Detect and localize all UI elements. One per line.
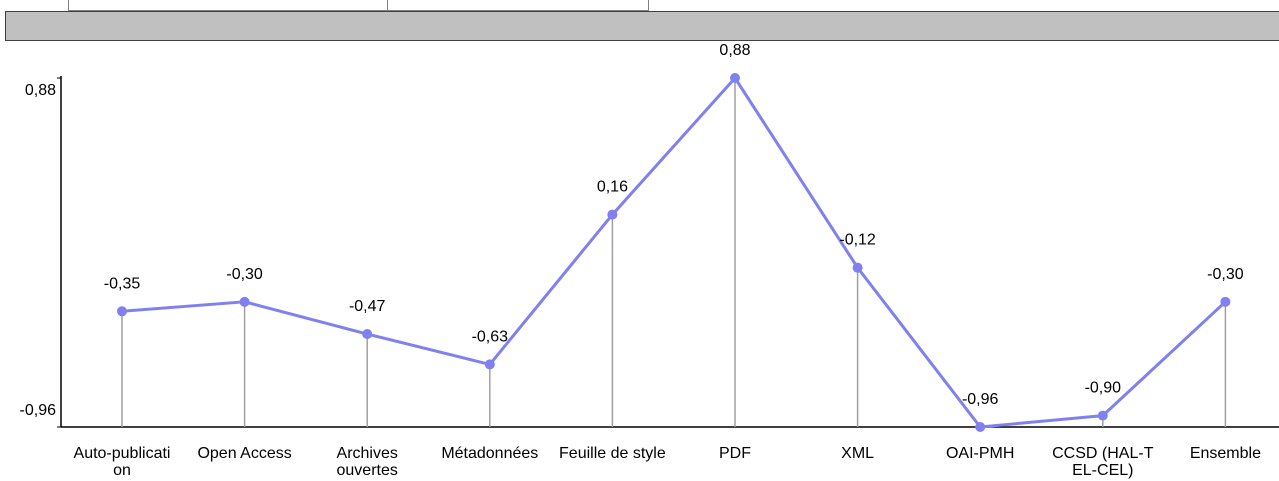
data-point xyxy=(975,422,986,432)
y-tick-label: 0,88 xyxy=(25,82,56,99)
data-point xyxy=(1097,410,1108,421)
category-label-line: PDF xyxy=(719,445,751,462)
data-point xyxy=(607,209,618,220)
category-label: PDF xyxy=(719,445,751,462)
data-label: -0,12 xyxy=(839,232,876,249)
data-label: 0,88 xyxy=(719,42,750,59)
data-point xyxy=(1220,296,1231,307)
category-label: OAI-PMH xyxy=(946,445,1014,462)
category-label-line: XML xyxy=(841,445,874,462)
header-bar xyxy=(5,11,1279,41)
data-point xyxy=(484,359,495,370)
data-label: -0,96 xyxy=(962,391,999,408)
category-label-line: Archives xyxy=(337,445,398,462)
data-label: -0,30 xyxy=(226,266,263,283)
category-label: Open Access xyxy=(197,445,291,462)
category-label: Métadonnées xyxy=(441,445,538,462)
category-label-line: Auto-publicati xyxy=(74,445,171,462)
category-label: XML xyxy=(841,445,874,462)
table-cell-divider xyxy=(387,0,388,10)
data-label: -0,90 xyxy=(1085,380,1122,397)
category-label: Archives ouvertes xyxy=(337,445,398,479)
top-table-fragment xyxy=(68,0,649,11)
data-label: -0,63 xyxy=(472,328,509,345)
category-label: CCSD (HAL-T EL-CEL) xyxy=(1052,445,1154,479)
data-label: -0,47 xyxy=(349,298,386,315)
category-label: Ensemble xyxy=(1190,445,1261,462)
y-tick-label: -0,96 xyxy=(20,402,57,419)
category-label-line: on xyxy=(113,462,131,479)
data-point xyxy=(117,306,127,317)
category-label-line: Open Access xyxy=(197,445,291,462)
data-point xyxy=(362,329,373,340)
category-label-line: EL-CEL) xyxy=(1072,462,1133,479)
data-label: -0,30 xyxy=(1207,266,1244,283)
category-label-line: Ensemble xyxy=(1190,445,1261,462)
data-point xyxy=(239,296,250,307)
category-label: Feuille de style xyxy=(559,445,666,462)
category-label-line: OAI-PMH xyxy=(946,445,1014,462)
category-label-line: CCSD (HAL-T xyxy=(1052,445,1154,462)
series-line xyxy=(121,76,1227,429)
data-label: -0,35 xyxy=(104,275,141,292)
category-label: Auto-publicati on xyxy=(74,445,171,479)
data-label: 0,16 xyxy=(597,179,628,196)
data-point xyxy=(852,262,863,273)
data-point xyxy=(730,73,740,83)
category-label-line: Feuille de style xyxy=(559,445,666,462)
category-label-line: ouvertes xyxy=(337,462,398,479)
category-label-line: Métadonnées xyxy=(441,445,538,462)
